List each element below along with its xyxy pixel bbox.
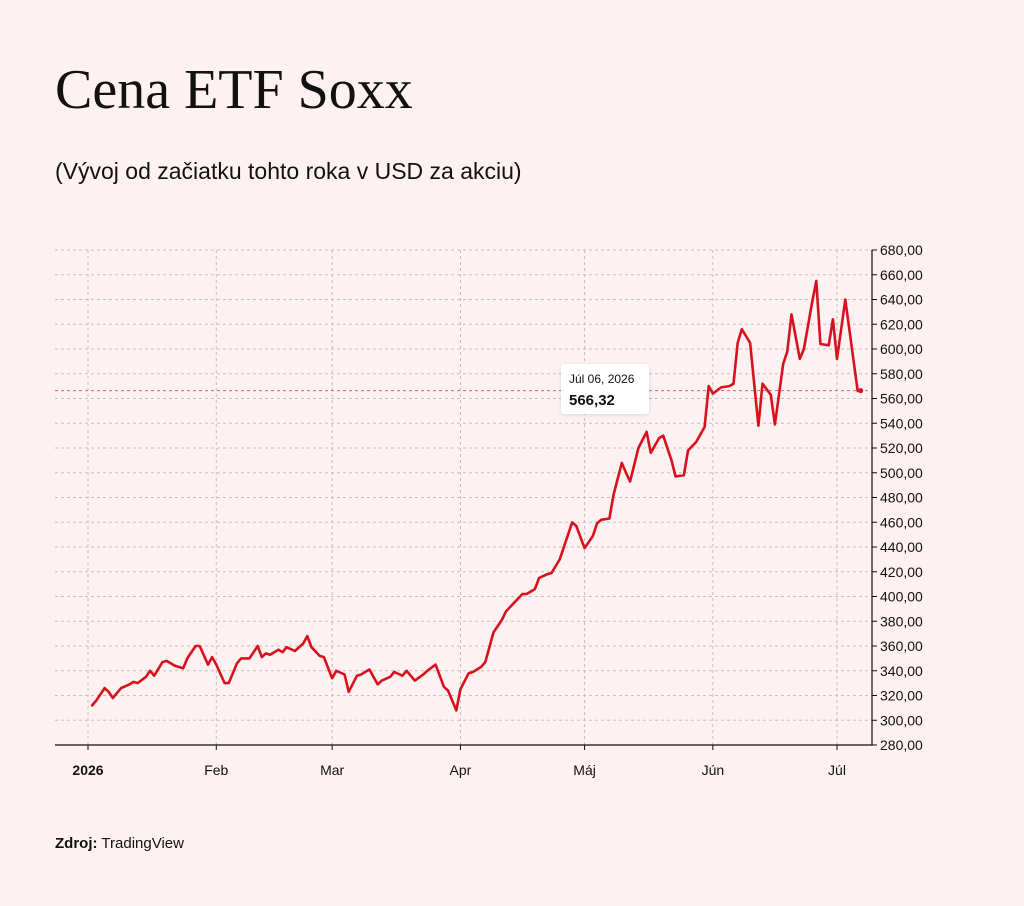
y-tick-label: 540,00 xyxy=(880,415,923,431)
y-tick-label: 380,00 xyxy=(880,613,923,629)
y-tick-label: 320,00 xyxy=(880,688,923,704)
x-tick-label: Máj xyxy=(573,762,596,778)
source-note: Zdroj: TradingView xyxy=(55,835,184,852)
y-tick-label: 480,00 xyxy=(880,490,923,506)
x-tick-label: Jún xyxy=(702,762,725,778)
x-tick-label: Júl xyxy=(828,762,846,778)
source-label: Zdroj: xyxy=(55,835,98,852)
grid xyxy=(55,249,872,745)
chart-subtitle: (Vývoj od začiatku tohto roka v USD za a… xyxy=(55,158,522,184)
y-tick-label: 440,00 xyxy=(880,539,923,555)
chart-title: Cena ETF Soxx xyxy=(55,59,413,121)
x-tick-label: Mar xyxy=(320,762,344,778)
source-value: TradingView xyxy=(101,835,184,852)
y-tick-label: 420,00 xyxy=(880,564,923,580)
y-tick-label: 520,00 xyxy=(880,440,923,456)
axes: 280,00 300,00 320,00 340,00 360,00 380,00 400,… xyxy=(55,242,923,778)
x-tick-label: Feb xyxy=(204,762,228,778)
y-tick-label: 500,00 xyxy=(880,465,923,481)
y-tick-label: 460,00 xyxy=(880,514,923,530)
y-tick-label: 400,00 xyxy=(880,589,923,605)
y-tick-label: 640,00 xyxy=(880,292,923,308)
x-tick-label: Apr xyxy=(450,762,472,778)
price-line xyxy=(90,279,859,712)
price-tooltip: Júl 06, 2026 566,32 xyxy=(561,364,649,414)
last-point-marker xyxy=(858,388,864,394)
y-tick-label: 280,00 xyxy=(880,737,923,753)
series xyxy=(55,279,872,712)
y-tick-label: 580,00 xyxy=(880,366,923,382)
y-tick-label: 340,00 xyxy=(880,663,923,679)
y-tick-label: 560,00 xyxy=(880,391,923,407)
y-tick-label: 360,00 xyxy=(880,638,923,654)
y-tick-label: 620,00 xyxy=(880,316,923,332)
y-tick-label: 600,00 xyxy=(880,341,923,357)
tooltip-value: 566,32 xyxy=(569,392,615,409)
tooltip-date: Júl 06, 2026 xyxy=(569,372,635,386)
y-tick-label: 300,00 xyxy=(880,712,923,728)
x-tick-label: 2026 xyxy=(72,762,103,778)
y-tick-label: 660,00 xyxy=(880,267,923,283)
y-tick-label: 680,00 xyxy=(880,242,923,258)
